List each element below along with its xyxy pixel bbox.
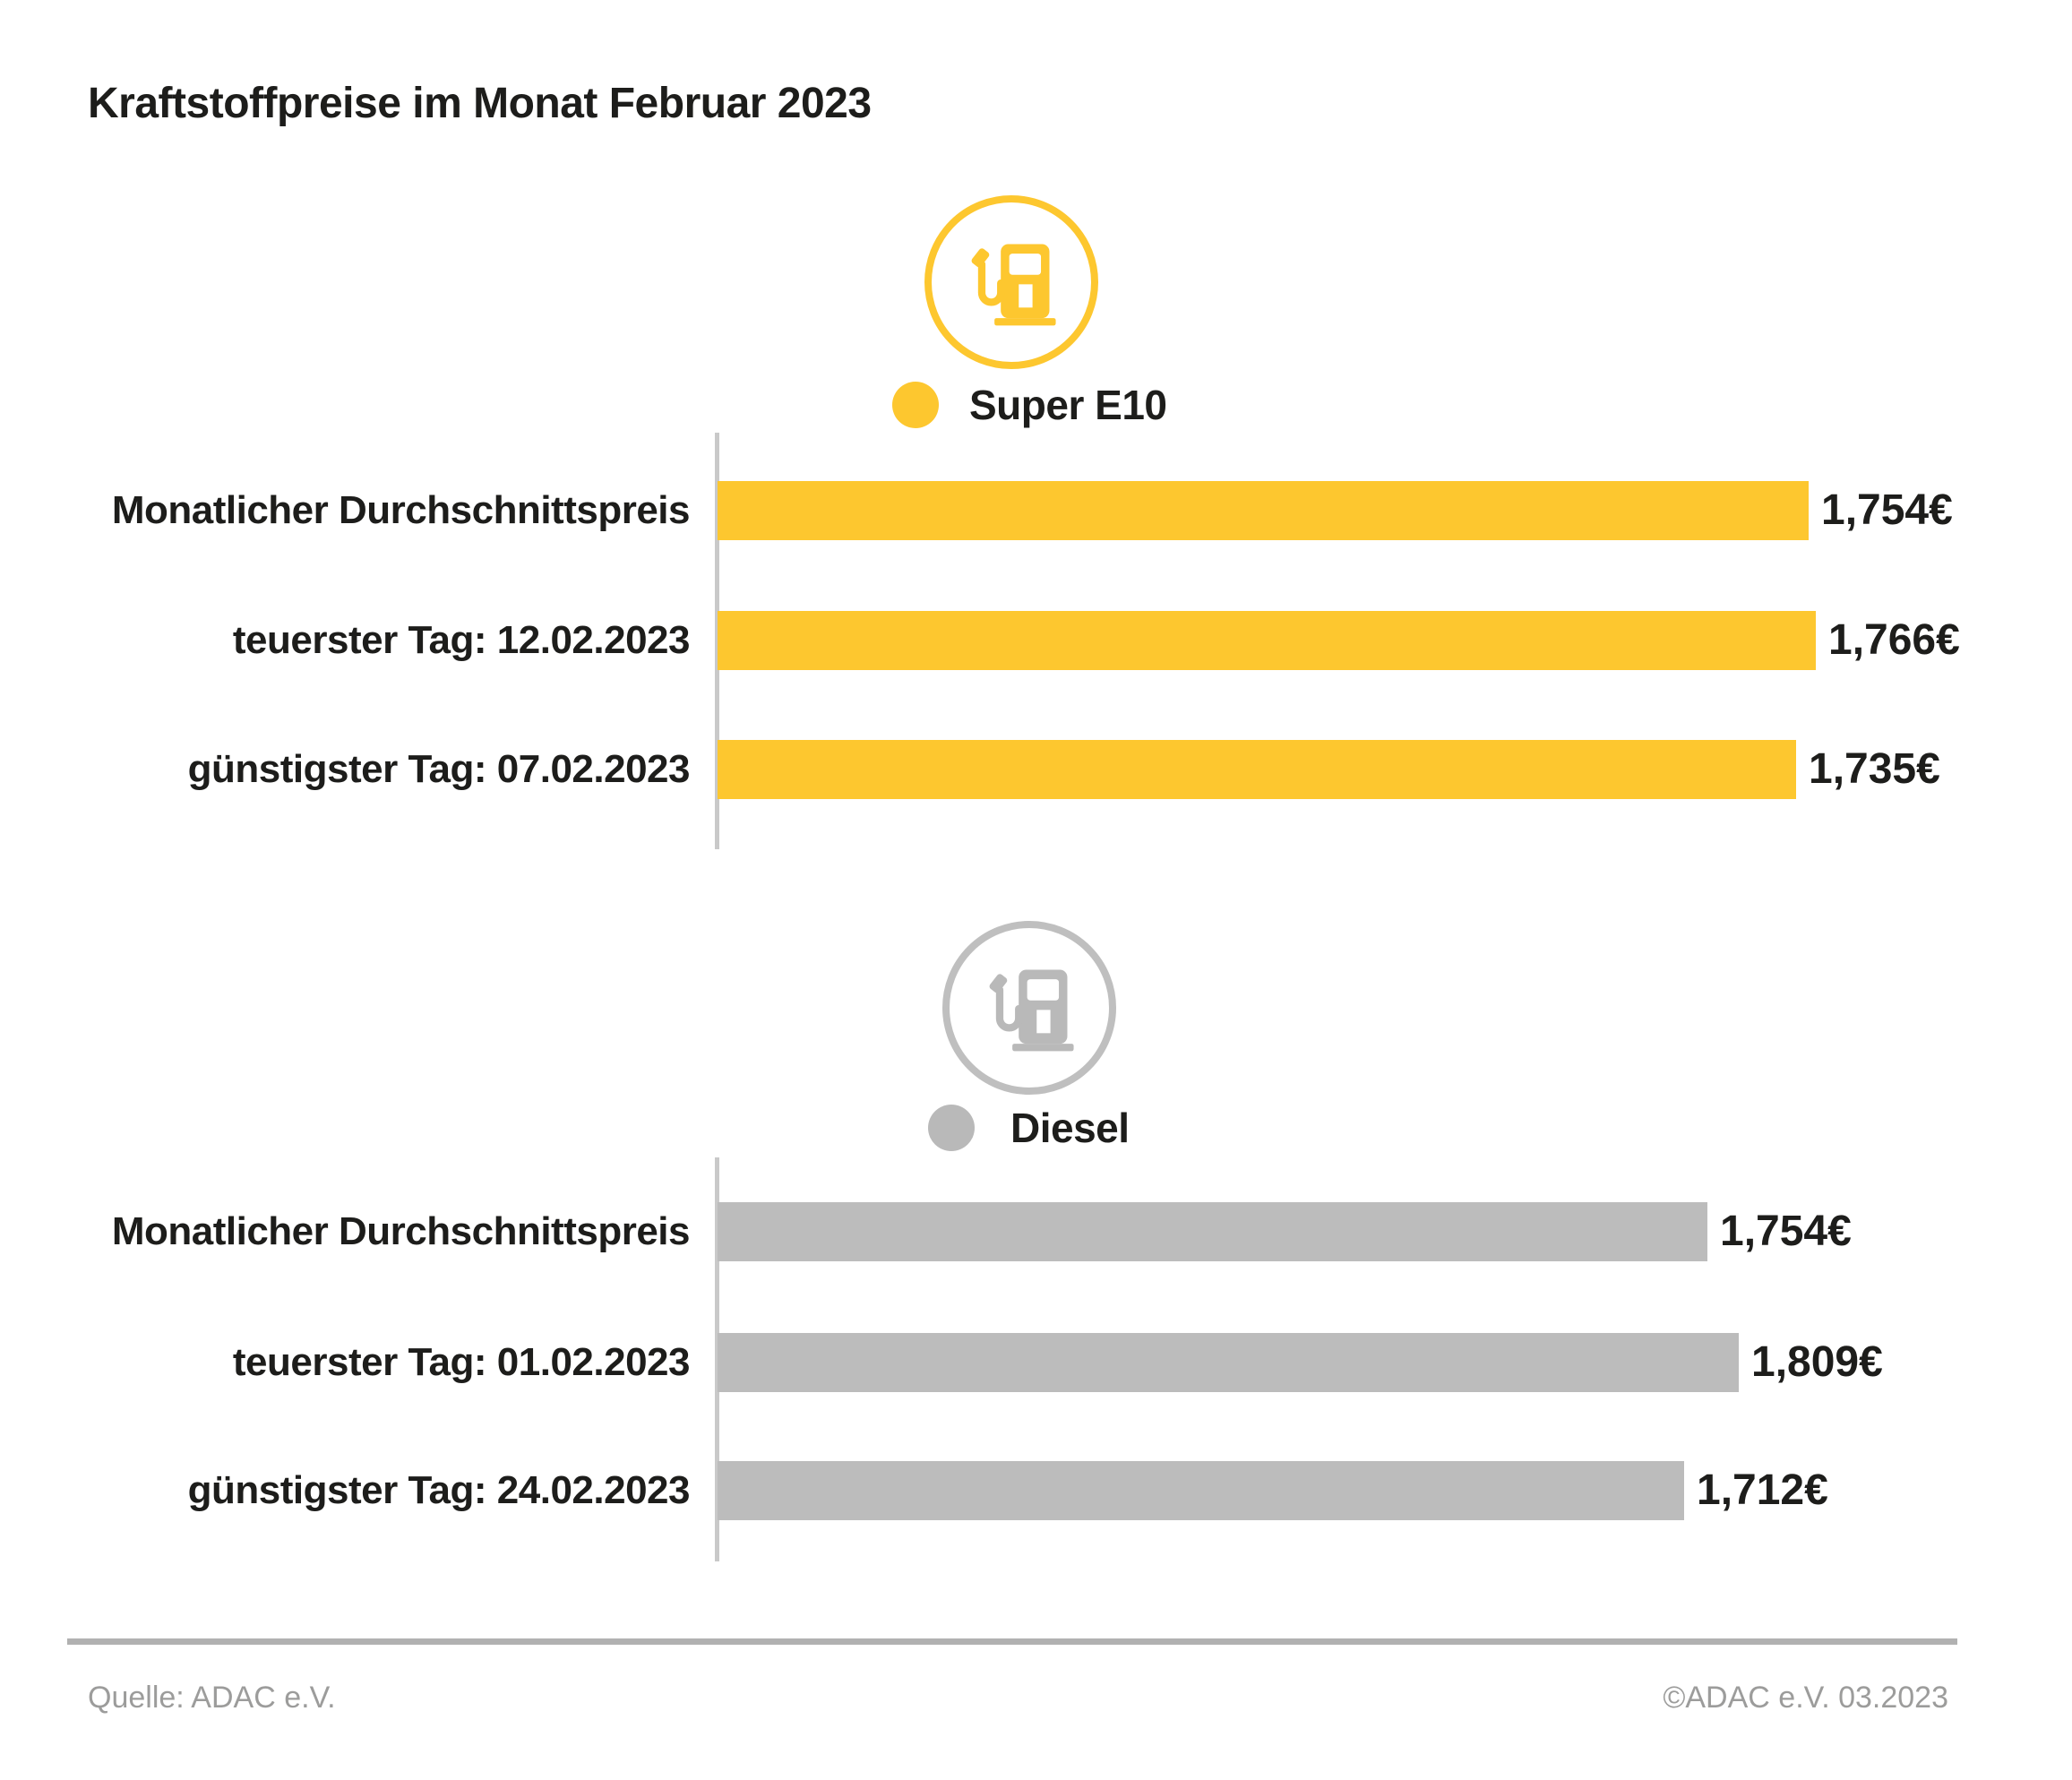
legend-dot-diesel <box>928 1105 975 1151</box>
bar-row-diesel-max: teuerster Tag: 01.02.2023 1,809€ <box>0 1333 2072 1392</box>
copyright-note: ©ADAC e.V. 03.2023 <box>1663 1681 1948 1715</box>
legend-label-diesel: Diesel <box>1010 1105 1130 1151</box>
legend-label-super-e10: Super E10 <box>969 382 1167 428</box>
value-label: 1,809€ <box>1751 1338 1883 1386</box>
category-label: teuerster Tag: 12.02.2023 <box>232 618 691 662</box>
bar-super-min <box>718 740 1796 799</box>
footer-divider <box>67 1638 1957 1645</box>
bar-row-diesel-avg: Monatlicher Durchschnittspreis 1,754€ <box>0 1202 2072 1261</box>
bar-diesel-min <box>718 1461 1684 1520</box>
bar-row-super-min: günstigster Tag: 07.02.2023 1,735€ <box>0 740 2072 799</box>
bar-super-avg <box>718 481 1809 540</box>
value-label: 1,712€ <box>1697 1466 1828 1514</box>
bar-row-diesel-min: günstigster Tag: 24.02.2023 1,712€ <box>0 1461 2072 1520</box>
category-label: günstigster Tag: 24.02.2023 <box>187 1468 691 1512</box>
category-label: Monatlicher Durchschnittspreis <box>111 1209 691 1253</box>
bar-super-max <box>718 611 1816 670</box>
fuel-pump-icon <box>971 244 1056 326</box>
fuel-pump-badge-super-e10 <box>924 195 1098 369</box>
fuel-pump-badge-diesel <box>942 921 1116 1095</box>
category-label: günstigster Tag: 07.02.2023 <box>187 747 691 791</box>
bar-row-super-avg: Monatlicher Durchschnittspreis 1,754€ <box>0 481 2072 540</box>
legend-dot-super-e10 <box>892 382 939 428</box>
value-label: 1,766€ <box>1828 616 1960 664</box>
value-label: 1,735€ <box>1809 745 1940 793</box>
bar-row-super-max: teuerster Tag: 12.02.2023 1,766€ <box>0 611 2072 670</box>
page-title: Kraftstoffpreise im Monat Februar 2023 <box>88 80 872 127</box>
bar-diesel-avg <box>718 1202 1707 1261</box>
bar-diesel-max <box>718 1333 1739 1392</box>
category-label: teuerster Tag: 01.02.2023 <box>232 1340 691 1384</box>
value-label: 1,754€ <box>1720 1208 1852 1255</box>
fuel-pump-icon <box>989 969 1074 1052</box>
source-note: Quelle: ADAC e.V. <box>88 1681 336 1715</box>
category-label: Monatlicher Durchschnittspreis <box>111 488 691 532</box>
axis-line-diesel <box>715 1157 719 1561</box>
axis-line-super-e10 <box>715 433 719 849</box>
value-label: 1,754€ <box>1821 486 1953 534</box>
